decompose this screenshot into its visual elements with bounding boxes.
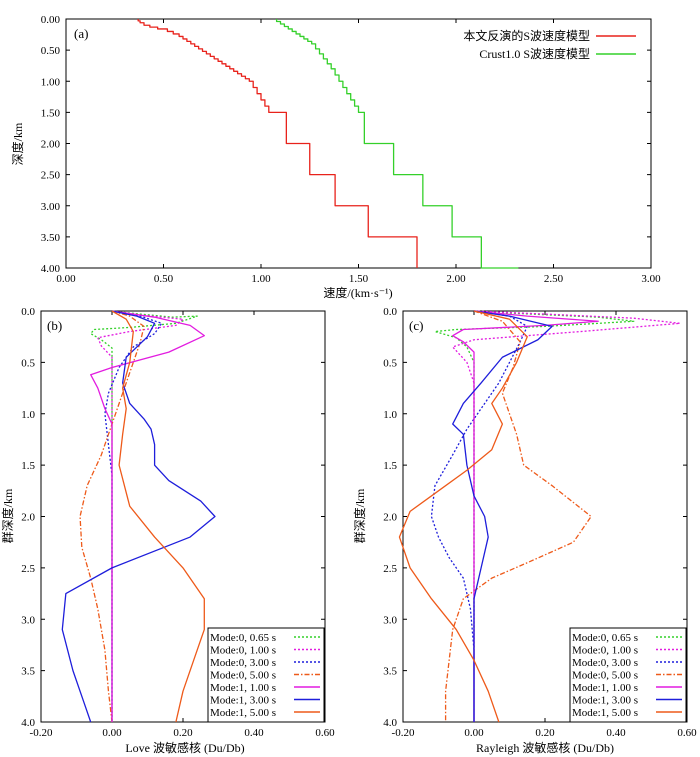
- x-tick-label: 2.50: [544, 273, 564, 285]
- series-line-mode-0-5-00-s: [444, 310, 592, 722]
- y-tick-label: 1.50: [41, 107, 61, 119]
- x-tick-label: 0.00: [56, 273, 76, 285]
- y-tick-label: 3.0: [21, 614, 35, 626]
- series-line-mode-1-5-00-s: [111, 310, 205, 723]
- y-tick-label: 2.0: [383, 512, 397, 524]
- series-line-mode-0-0-65-s: [90, 310, 198, 722]
- y-tick-label: 0.00: [41, 14, 61, 26]
- legend-label: Mode:1, 5.00 s: [572, 707, 638, 719]
- y-tick-label: 4.00: [41, 263, 61, 275]
- panel-b-ticks: -0.20 0.00 0.20 0.40 0.60 0.0 0.5 1.0 1.5 2.0 2.5 3…: [21, 306, 335, 739]
- panel-a-xlabel: 速度/(km·s⁻¹): [323, 285, 392, 300]
- y-tick-label: 2.00: [41, 139, 61, 151]
- y-tick-label: 0.5: [383, 357, 397, 369]
- series-line-mode-1-1-00-s: [90, 310, 205, 722]
- x-tick-label: 2.00: [446, 273, 466, 285]
- panel-c-ylabel: 群深度/km: [352, 488, 367, 543]
- legend-label: Mode:1, 3.00 s: [572, 695, 638, 707]
- series-line-mode-0-3-00-s: [104, 310, 163, 722]
- series-line-mode-1-5-00-s: [398, 310, 528, 723]
- legend-label: Mode:0, 3.00 s: [210, 657, 276, 669]
- x-tick-label: 0.60: [677, 727, 697, 739]
- y-tick-label: 0.50: [41, 45, 61, 57]
- x-tick-label: 1.00: [251, 273, 271, 285]
- x-tick-label: 0.20: [173, 727, 193, 739]
- series-line-mode-1-3-00-s: [61, 310, 216, 723]
- panel-a-tag: (a): [74, 26, 88, 41]
- x-tick-label: 0.60: [315, 727, 335, 739]
- series-line-crust1-0-s-: [275, 19, 519, 269]
- y-tick-label: 4.0: [383, 717, 397, 729]
- panel-a-legend: 本文反演的S波速度模型 Crust1.0 S波速度模型: [463, 28, 636, 61]
- panel-c-tag: (c): [409, 318, 423, 333]
- y-tick-label: 1.00: [41, 76, 61, 88]
- panel-b-love-kernel: (b) -0.20 0.00 0.20 0.40 0.60 0.0 0.5 1.0 1.5 2.0…: [0, 306, 335, 755]
- x-tick-label: 0.20: [535, 727, 555, 739]
- legend-label: Mode:1, 1.00 s: [572, 682, 638, 694]
- legend-label: Mode:1, 1.00 s: [210, 682, 276, 694]
- y-tick-label: 0.0: [21, 306, 35, 318]
- legend-label: Mode:0, 3.00 s: [572, 657, 638, 669]
- y-tick-label: 0.5: [21, 357, 35, 369]
- y-tick-label: 1.5: [383, 460, 397, 472]
- legend-label: Mode:1, 3.00 s: [210, 695, 276, 707]
- panel-c-xlabel: Rayleigh 波敏感核 (Du/Db): [476, 740, 614, 755]
- series-line-mode-0-5-00-s: [79, 310, 145, 723]
- x-tick-label: 0.40: [606, 727, 626, 739]
- series-line--s-: [137, 19, 418, 268]
- y-tick-label: 4.0: [21, 717, 35, 729]
- y-tick-label: 1.0: [383, 409, 397, 421]
- legend-label: 本文反演的S波速度模型: [463, 28, 590, 43]
- x-tick-label: -0.20: [30, 727, 53, 739]
- x-tick-label: 0.00: [464, 727, 484, 739]
- series-line-mode-0-3-00-s: [430, 310, 528, 722]
- series-line-mode-0-0-65-s: [434, 310, 635, 722]
- panel-b-ylabel: 群深度/km: [0, 488, 15, 543]
- x-tick-label: 0.00: [102, 727, 122, 739]
- series-line-mode-0-1-00-s: [97, 310, 184, 722]
- series-line-mode-1-3-00-s: [452, 310, 553, 722]
- panel-a-ticks: 0.00 0.50 1.00 1.50 2.00 2.50 3.00 0.00 0.50 1.00…: [41, 14, 661, 285]
- panel-b-tag: (b): [47, 318, 62, 333]
- x-tick-label: 3.00: [641, 273, 661, 285]
- y-tick-label: 3.0: [383, 614, 397, 626]
- legend-label: Mode:1, 5.00 s: [210, 707, 276, 719]
- x-tick-label: 0.40: [244, 727, 264, 739]
- y-tick-label: 2.5: [383, 563, 397, 575]
- y-tick-label: 2.5: [21, 563, 35, 575]
- y-tick-label: 3.5: [21, 666, 35, 678]
- panel-a-series: [137, 19, 519, 269]
- panel-c-ticks: -0.20 0.00 0.20 0.40 0.60 0.0 0.5 1.0 1.5 2.0 2.5 3…: [383, 306, 697, 739]
- y-tick-label: 2.0: [21, 512, 35, 524]
- x-tick-label: 0.50: [154, 273, 174, 285]
- legend-label: Mode:0, 5.00 s: [572, 670, 638, 682]
- y-tick-label: 3.00: [41, 201, 61, 213]
- y-tick-label: 1.0: [21, 409, 35, 421]
- x-tick-label: 1.50: [349, 273, 369, 285]
- y-tick-label: 2.50: [41, 170, 61, 182]
- panel-a-ylabel: 深度/km: [10, 122, 25, 165]
- legend-label: Mode:0, 1.00 s: [572, 645, 638, 657]
- legend-label: Mode:0, 0.65 s: [210, 632, 276, 644]
- legend-label: Crust1.0 S波速度模型: [479, 46, 590, 61]
- y-tick-label: 3.5: [383, 666, 397, 678]
- x-tick-label: -0.20: [392, 727, 415, 739]
- legend-label: Mode:0, 0.65 s: [572, 632, 638, 644]
- panel-c-rayleigh-kernel: (c) -0.20 0.00 0.20 0.40 0.60 0.0 0.5 1.0 1.5 2.0…: [352, 306, 697, 755]
- panel-a-velocity-model: (a) 0.00 0.50 1.00 1.50 2.00 2.50 3.00 0.00 0.50…: [10, 14, 661, 300]
- legend-label: Mode:0, 5.00 s: [210, 670, 276, 682]
- panel-c-series: [398, 310, 681, 723]
- y-tick-label: 3.50: [41, 232, 61, 244]
- y-tick-label: 0.0: [383, 306, 397, 318]
- legend-label: Mode:0, 1.00 s: [210, 645, 276, 657]
- panel-b-xlabel: Love 波敏感核 (Du/Db): [125, 740, 244, 755]
- panel-b-series: [61, 310, 216, 723]
- y-tick-label: 1.5: [21, 460, 35, 472]
- series-line-mode-1-1-00-s: [452, 310, 599, 722]
